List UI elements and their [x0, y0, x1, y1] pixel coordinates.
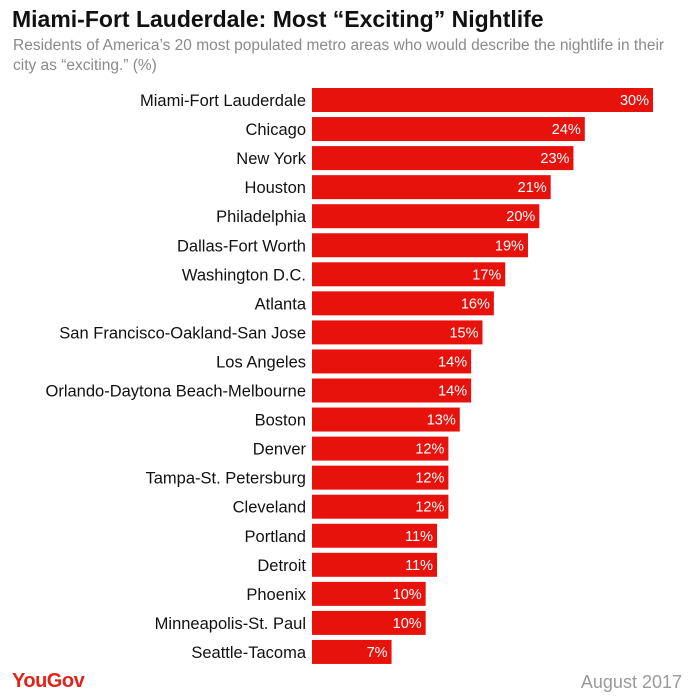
category-label: New York [236, 150, 306, 168]
bar-16 [312, 552, 438, 577]
value-label: 24% [552, 122, 581, 138]
bar-6 [312, 262, 506, 287]
bar-17 [312, 581, 426, 606]
category-label: Dallas-Fort Worth [177, 237, 306, 255]
bar-18 [312, 610, 426, 635]
value-label: 12% [415, 500, 444, 516]
bar-11 [312, 407, 460, 432]
bar-1 [312, 117, 585, 142]
bar-3 [312, 175, 551, 200]
value-label: 12% [415, 442, 444, 458]
yougov-logo: YouGov [12, 670, 85, 692]
category-label: Tampa-St. Petersburg [146, 470, 307, 488]
value-label: 14% [438, 354, 467, 370]
value-label: 10% [393, 587, 422, 603]
value-label: 12% [415, 471, 444, 487]
value-label: 16% [461, 296, 490, 312]
category-label: Miami-Fort Lauderdale [140, 92, 306, 110]
category-label: Denver [253, 441, 307, 459]
publish-date: August 2017 [580, 672, 682, 692]
value-label: 30% [620, 93, 649, 109]
category-label: Cleveland [233, 499, 306, 517]
category-label: Boston [255, 412, 306, 430]
value-label: 23% [540, 151, 569, 167]
category-label: Portland [245, 528, 306, 546]
value-label: 20% [506, 209, 535, 225]
value-label: 11% [405, 529, 433, 545]
bar-0 [312, 88, 653, 112]
value-label: 17% [472, 267, 501, 283]
value-label: 13% [427, 413, 456, 429]
bar-19 [312, 639, 392, 664]
category-label: Orlando-Daytona Beach-Melbourne [46, 383, 306, 401]
bar-15 [312, 523, 438, 548]
category-label: Phoenix [246, 586, 306, 604]
bar-5 [312, 233, 528, 258]
value-label: 14% [438, 384, 467, 400]
category-label: Minneapolis-St. Paul [155, 615, 306, 633]
chart-subtitle: Residents of America’s 20 most populated… [13, 37, 665, 74]
value-label: 15% [449, 325, 478, 341]
bar-9 [312, 349, 472, 374]
bar-8 [312, 320, 483, 345]
bar-7 [312, 291, 494, 316]
category-label: Detroit [257, 557, 306, 575]
value-label: 7% [367, 645, 388, 661]
value-label: 21% [518, 180, 547, 196]
category-label: Seattle-Tacoma [191, 644, 306, 662]
value-label: 11% [405, 558, 433, 574]
category-label: Washington D.C. [182, 266, 306, 284]
value-label: 10% [393, 616, 422, 632]
category-label: Atlanta [255, 295, 307, 313]
bar-4 [312, 204, 540, 229]
category-label: Los Angeles [216, 353, 306, 371]
category-label: Philadelphia [216, 208, 307, 226]
bar-2 [312, 146, 574, 171]
chart-title: Miami-Fort Lauderdale: Most “Exciting” N… [12, 6, 544, 32]
bar-10 [312, 378, 472, 403]
value-label: 19% [495, 238, 524, 254]
category-label: Houston [245, 179, 306, 197]
bar-13 [312, 465, 449, 490]
bar-14 [312, 494, 449, 519]
category-label: San Francisco-Oakland-San Jose [59, 324, 306, 342]
category-label: Chicago [245, 121, 306, 139]
bar-12 [312, 436, 449, 461]
